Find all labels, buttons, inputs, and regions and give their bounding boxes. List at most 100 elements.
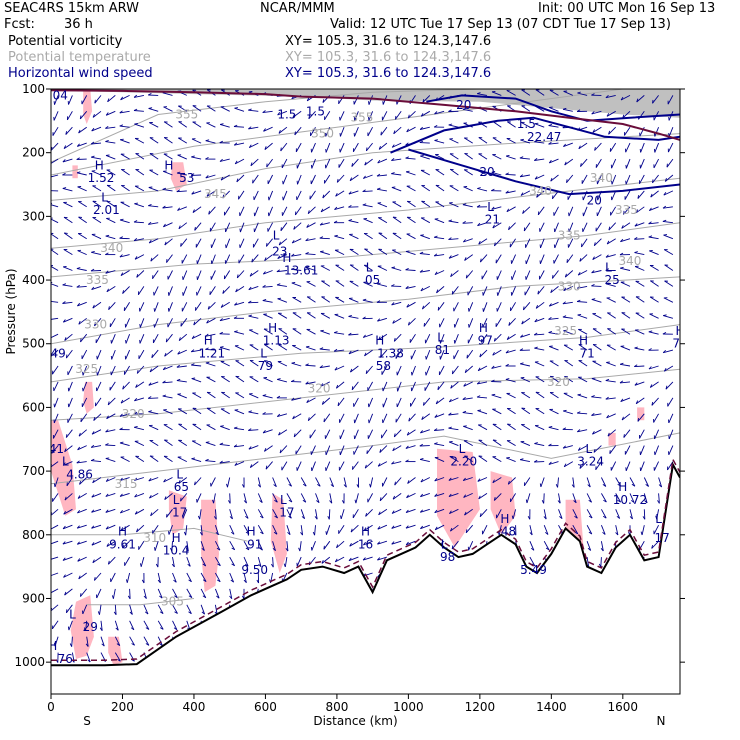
wind-vector-head	[222, 290, 225, 294]
wind-vector-head	[391, 186, 396, 188]
wind-vector	[191, 440, 202, 446]
wind-vector	[53, 429, 59, 439]
wind-vector-head	[476, 381, 481, 385]
wind-vector-head	[187, 563, 191, 567]
wind-vector-head	[351, 466, 354, 470]
wind-vector-head	[155, 563, 159, 568]
wind-vector	[157, 572, 161, 583]
wind-vector	[643, 477, 650, 487]
wind-vector-head	[651, 401, 654, 406]
wind-vector-head	[274, 499, 278, 503]
wind-vector-head	[434, 271, 438, 275]
wind-vector	[77, 493, 87, 499]
wind-vector-head	[219, 460, 223, 464]
pv-label: H	[675, 324, 684, 338]
wind-vector	[51, 204, 59, 208]
wind-vector-head	[239, 228, 241, 233]
wind-vector-head	[448, 123, 453, 126]
wind-vector	[609, 142, 617, 152]
wind-vector	[196, 493, 202, 503]
wind-vector-head	[658, 484, 662, 488]
wind-vector	[550, 286, 559, 294]
wind-vector	[180, 238, 188, 247]
x-tick-label: 0	[47, 700, 55, 714]
wind-vector-head	[105, 493, 109, 497]
wind-vector-head	[106, 288, 109, 293]
wind-vector	[277, 361, 288, 367]
wind-vector	[214, 540, 221, 551]
wind-vector	[105, 524, 116, 530]
wind-vector-head	[422, 98, 425, 103]
wind-vector	[392, 317, 402, 324]
wind-vector	[534, 317, 545, 323]
wind-vector	[534, 158, 545, 161]
wind-vector-head	[90, 444, 95, 448]
wind-vector-head	[562, 315, 567, 318]
wind-vector	[172, 620, 178, 630]
wind-vector	[248, 393, 259, 399]
wind-vector	[396, 95, 402, 105]
wind-vector-head	[511, 515, 514, 520]
wind-vector-head	[574, 531, 579, 535]
wind-vector-head	[603, 499, 607, 503]
wind-vector	[233, 126, 245, 128]
wind-vector	[643, 493, 648, 504]
wind-vector	[581, 238, 588, 248]
wind-vector	[439, 349, 445, 360]
wind-vector-head	[557, 500, 561, 504]
wind-vector-head	[420, 478, 424, 483]
wind-vector	[366, 142, 373, 152]
wind-vector	[220, 408, 230, 415]
wind-vector	[205, 348, 216, 351]
wind-vector	[609, 445, 617, 454]
wind-vector	[257, 509, 264, 519]
wind-vector	[353, 397, 359, 407]
wind-vector	[463, 238, 473, 243]
wind-vector	[78, 317, 87, 325]
wind-vector	[263, 126, 273, 132]
wind-vector	[133, 221, 144, 224]
wind-vector-head	[174, 595, 178, 599]
wind-vector-head	[563, 329, 567, 332]
wind-vector	[196, 254, 202, 264]
wind-speed-label: 20	[456, 98, 471, 112]
wind-vector-head	[276, 269, 281, 273]
wind-vector	[250, 158, 259, 167]
wind-vector	[467, 334, 474, 344]
wind-vector	[51, 174, 59, 178]
wind-vector	[79, 477, 88, 485]
wind-vector	[506, 333, 516, 340]
header-fcst-value: 36 h	[64, 17, 93, 32]
wind-vector-head	[545, 547, 550, 551]
wind-vector	[86, 652, 91, 663]
wind-vector	[396, 397, 402, 408]
wind-vector-head	[548, 123, 553, 126]
wind-vector	[176, 190, 187, 193]
wind-vector-head	[421, 416, 424, 420]
wind-vector	[124, 365, 130, 375]
wind-vector	[106, 217, 116, 224]
wind-vector-head	[348, 191, 352, 195]
wind-vector	[591, 413, 602, 416]
wind-vector	[92, 217, 102, 224]
wind-vector-head	[377, 541, 381, 545]
pv-label: 21	[485, 213, 500, 227]
wind-vector	[328, 509, 331, 520]
wind-vector-head	[425, 355, 427, 360]
wind-vector	[420, 285, 431, 292]
wind-vector	[509, 238, 516, 248]
wind-vector-head	[434, 509, 438, 513]
wind-vector	[319, 222, 330, 226]
wind-vector-head	[105, 270, 109, 274]
wind-vector	[164, 349, 173, 357]
wind-vector	[136, 365, 145, 374]
wind-vector	[77, 508, 87, 514]
wind-vector	[334, 365, 345, 371]
wind-vector-head	[288, 484, 292, 487]
wind-vector	[62, 301, 73, 304]
theta-contour	[51, 133, 680, 201]
wind-vector	[281, 158, 288, 169]
wind-vector-head	[606, 113, 610, 117]
wind-vector	[248, 109, 259, 112]
wind-vector	[591, 378, 602, 383]
